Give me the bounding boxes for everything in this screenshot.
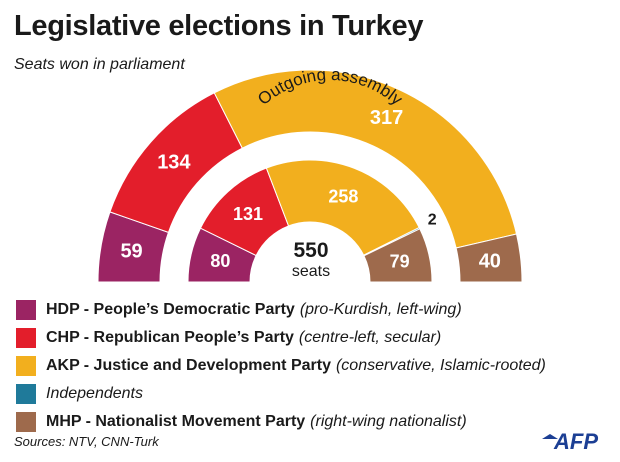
legend-item-independents: Independents [16, 380, 546, 408]
inner-ring [187, 159, 433, 283]
inner-label-mhp: 79 [390, 251, 410, 271]
outer-label-hdp: 59 [120, 241, 142, 263]
total-seats-value: 550 [293, 239, 328, 262]
afp-logo: AFP [542, 429, 598, 454]
outer-segment-mhp [455, 233, 523, 283]
legend-name-chp: - Republican People’s Party [83, 329, 294, 346]
legend-item-mhp: MHP - Nationalist Movement Party (right-… [16, 408, 546, 436]
legend-note-chp: (centre-left, secular) [298, 329, 442, 346]
legend-name-hdp: - People’s Democratic Party [83, 301, 295, 318]
legend-item-hdp: HDP - People’s Democratic Party (pro-Kur… [16, 296, 546, 324]
legend-note-hdp: (pro-Kurdish, left-wing) [299, 301, 462, 318]
inner-segment-mhp [363, 228, 433, 283]
legend-name-mhp: - Nationalist Movement Party [85, 413, 306, 430]
outer-label-chp: 134 [157, 152, 191, 174]
inner-segment-akp [265, 159, 420, 256]
outer-label-akp: 317 [370, 107, 403, 129]
chart-title: Legislative elections in Turkey [14, 10, 424, 42]
legend-swatch-akp [16, 356, 36, 376]
legend-swatch-independents [16, 384, 36, 404]
legend-note-akp: (conservative, Islamic-rooted) [335, 357, 546, 374]
legend-abbr-akp: AKP [46, 357, 80, 374]
total-seats-unit: seats [292, 263, 330, 280]
legend-name-independents: Independents [46, 385, 143, 402]
inner-label-hdp: 80 [210, 251, 230, 271]
outer-ring [97, 69, 523, 283]
inner-label-akp: 258 [328, 186, 358, 206]
legend-item-chp: CHP - Republican People’s Party (centre-… [16, 324, 546, 352]
outer-label-mhp: 40 [479, 250, 501, 272]
legend-abbr-mhp: MHP [46, 413, 82, 430]
legend: HDP - People’s Democratic Party (pro-Kur… [16, 296, 546, 436]
afp-logo-text: AFP [553, 429, 598, 454]
legend-item-akp: AKP - Justice and Development Party (con… [16, 352, 546, 380]
legend-swatch-chp [16, 328, 36, 348]
legend-note-mhp: (right-wing nationalist) [310, 413, 467, 430]
legend-abbr-chp: CHP [46, 329, 80, 346]
inner-label-chp: 131 [233, 204, 263, 224]
outer-segment-akp [213, 69, 518, 249]
segment-labels: 59 134 317 40 80 131 258 2 79 [120, 107, 501, 272]
legend-name-akp: - Justice and Development Party [83, 357, 331, 374]
afp-logo-mark [542, 434, 558, 439]
source-note: Sources: NTV, CNN-Turk [14, 434, 159, 449]
legend-swatch-hdp [16, 300, 36, 320]
inner-label-independents: 2 [428, 211, 437, 228]
chart-subtitle: Seats won in parliament [14, 56, 185, 73]
legend-swatch-mhp [16, 412, 36, 432]
legend-abbr-hdp: HDP [46, 301, 80, 318]
